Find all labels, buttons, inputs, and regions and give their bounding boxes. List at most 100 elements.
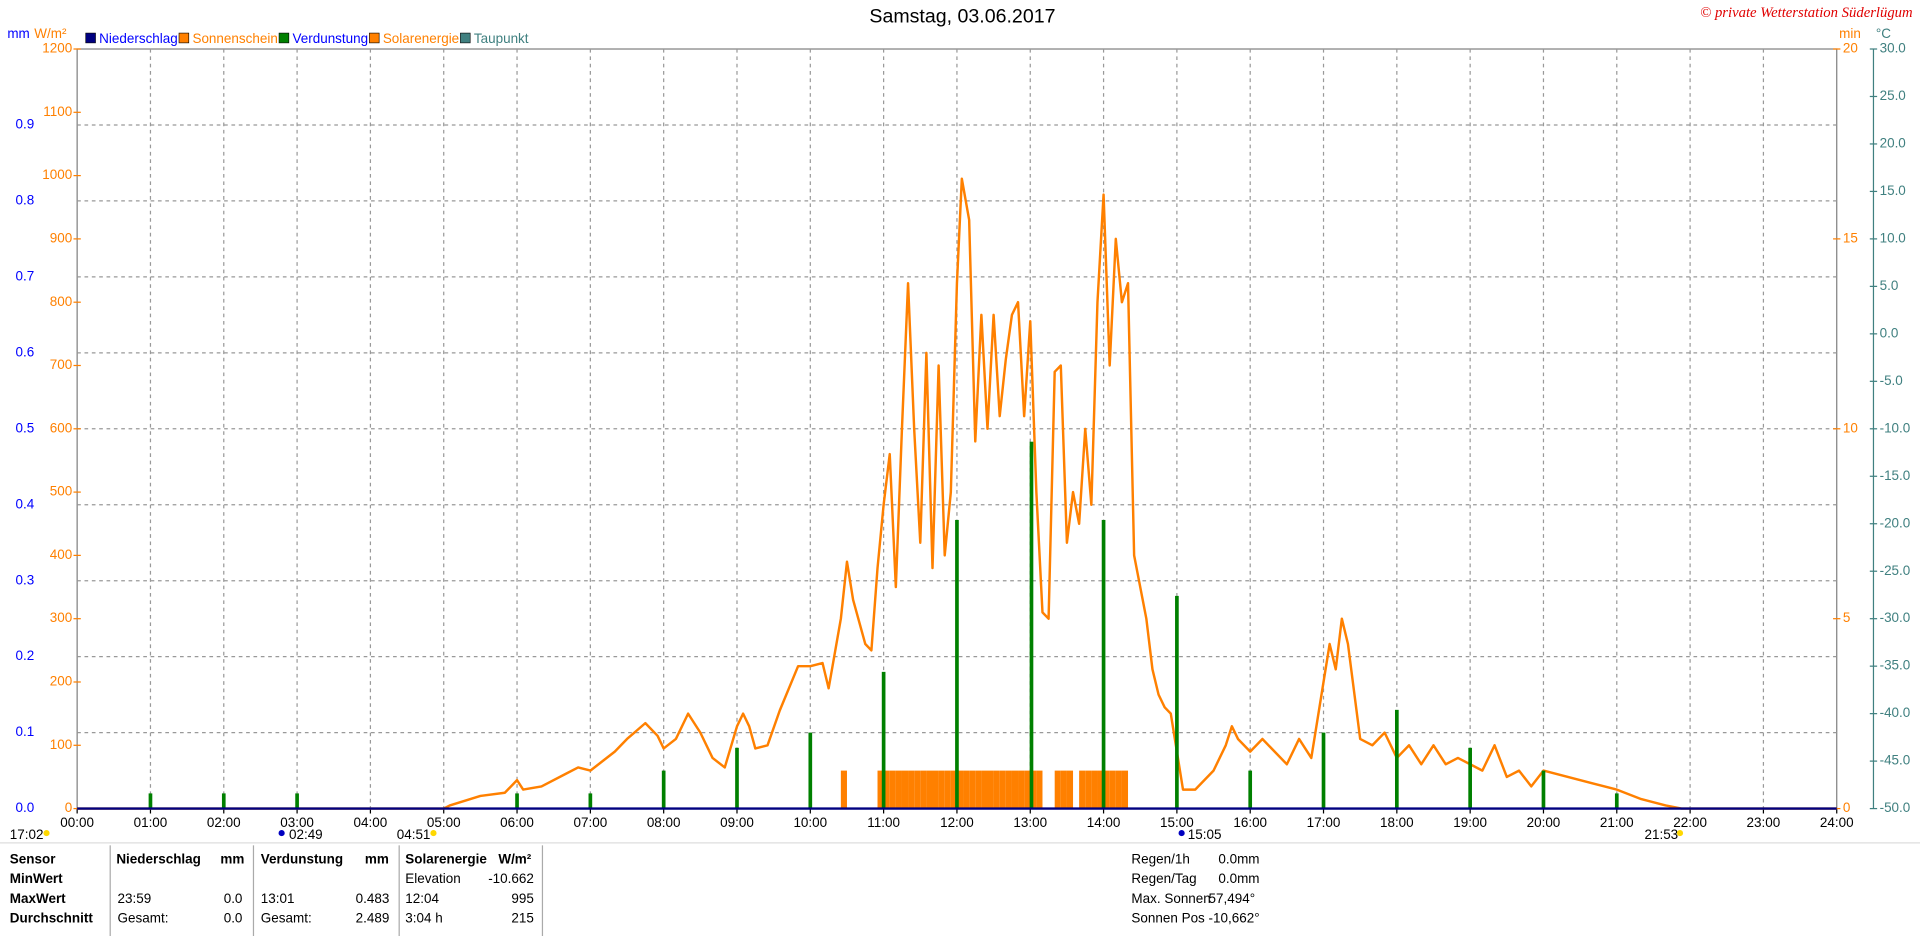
x-tick-label: 19:00 [1453,815,1487,830]
table-header: mm [365,852,389,867]
y-tick-label: 0.5 [16,420,35,435]
sunshine-bar [987,770,994,809]
sunshine-bar [1091,770,1098,809]
x-tick-label: 18:00 [1380,815,1414,830]
legend-swatch [85,32,96,44]
table-header: Solarenergie [405,852,487,867]
x-tick-label: 05:00 [427,815,461,830]
event-time: 02:49 [289,827,323,842]
sunshine-bar [908,770,915,809]
y-tick-label: 0 [1843,800,1850,815]
sunshine-bar [944,770,951,809]
sunshine-bar [840,770,847,809]
info-value: 57,494° [1209,891,1256,906]
y-tick-label: 5 [1843,610,1850,625]
sunshine-bar [1109,770,1116,809]
x-tick-label: 11:00 [867,815,900,830]
legend-swatch [178,32,190,44]
event-icon [1676,830,1684,837]
evaporation-spike [221,793,226,809]
y-tick-label: -15.0 [1880,468,1911,483]
table-cell: 23:59 [118,891,152,906]
y-tick-label: 0.3 [16,572,35,587]
table-header: W/m² [498,852,531,867]
legend-swatch [278,32,290,44]
table-cell: 995 [511,891,533,906]
y-tick-label: 1100 [43,104,72,119]
y-tick-label: 100 [50,737,72,752]
table-cell: Elevation [405,871,460,886]
evaporation-spike [735,747,739,809]
y-tick-label: 400 [50,547,72,562]
sunshine-bar [1066,770,1074,809]
y-tick-label: 5.0 [1880,278,1899,293]
table-cell: 12:04 [405,891,439,906]
y-tick-label: -35.0 [1880,658,1911,673]
x-tick-label: 21:00 [1600,815,1634,830]
evaporation-spike [588,793,593,809]
y-tick-label: -40.0 [1880,705,1911,720]
x-tick-label: 12:00 [940,815,974,830]
sunshine-bar [981,770,988,809]
sunshine-bar [1097,770,1104,809]
sunshine-bar [999,770,1006,809]
y-tick-label: 0.0 [1880,325,1899,340]
evaporation-spike [1395,709,1399,809]
sunshine-bar [1115,770,1122,809]
sunshine-bar [1121,770,1129,809]
evaporation-spike [808,732,813,809]
sunshine-bar [950,770,957,809]
x-tick-label: 07:00 [574,815,608,830]
x-tick-label: 17:00 [1307,815,1341,830]
x-tick-label: 13:00 [1013,815,1047,830]
sunshine-bar [901,770,909,809]
sunshine-bar [1054,770,1061,809]
y-tick-label: 0.0 [16,800,35,815]
info-label: Sonnen Pos [1131,910,1205,925]
y-tick-label: -20.0 [1880,515,1911,530]
sunshine-bar [969,770,976,809]
evaporation-spike [955,519,959,809]
sunshine-bar [1060,770,1067,809]
event-icon [278,830,285,837]
sunshine-bar [926,770,933,809]
sunshine-bar [956,770,964,809]
sunshine-bar [938,770,945,809]
event-icon [430,830,437,837]
evaporation-spike [1101,519,1106,809]
table-header: mm [220,852,244,867]
legend-label: Verdunstung [293,31,369,46]
x-tick-label: 04:00 [354,815,388,830]
evaporation-spike [1468,747,1472,809]
event-icon [43,830,50,837]
sunshine-bar [1036,770,1043,809]
event-icon [1178,830,1185,837]
evaporation-spike [1248,770,1253,809]
table-cell: 0.483 [356,891,390,906]
evaporation-spike [1321,732,1326,809]
sunshine-bar [1085,770,1092,809]
y-tick-label: 0.7 [16,268,35,283]
legend-label: Sonnenschein [192,31,277,46]
x-tick-label: 24:00 [1820,815,1854,830]
y-tick-label: 0.1 [16,724,35,739]
x-tick-label: 03:00 [280,815,314,830]
y-tick-label: 600 [50,420,72,435]
legend-swatch [369,32,380,44]
table-cell: 215 [511,910,533,925]
table-cell: Gesamt: [261,910,312,925]
y-tick-label: 20 [1843,41,1858,56]
chart-title: Samstag, 03.06.2017 [869,5,1055,27]
evaporation-spike [881,671,886,809]
y-tick-label: 0 [65,800,72,815]
table-header: Niederschlag [116,852,201,867]
sunshine-bar [1030,770,1037,809]
sunshine-bar [883,770,890,809]
evaporation-spike [1614,793,1619,809]
y-tick-label: 0.8 [16,192,35,207]
x-tick-label: 14:00 [1087,815,1121,830]
y-tick-label: -45.0 [1880,753,1911,768]
x-tick-label: 20:00 [1527,815,1561,830]
y-tick-label: -25.0 [1880,563,1911,578]
